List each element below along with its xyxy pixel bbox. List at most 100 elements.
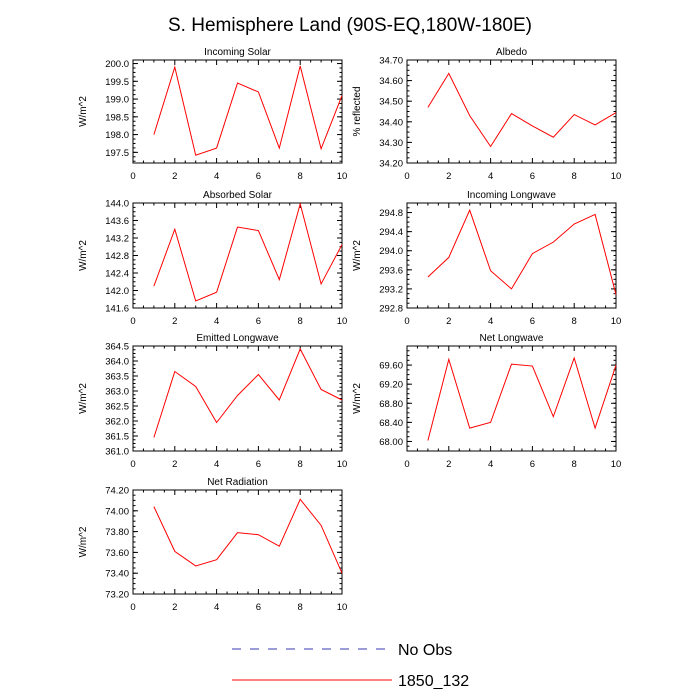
y-tick-label: 142.0: [105, 286, 129, 297]
figure-title: S. Hemisphere Land (90S-EQ,180W-180E): [168, 15, 532, 36]
y-tick-label: 34.50: [379, 97, 403, 108]
y-tick-label: 143.2: [105, 234, 129, 245]
y-tick-label: 73.80: [105, 527, 129, 538]
series-line: [153, 347, 343, 438]
x-tick-label: 8: [298, 602, 303, 613]
y-axis-label: W/m^2: [78, 96, 89, 127]
y-tick-label: 363.0: [105, 387, 129, 398]
x-tick-label: 10: [337, 316, 348, 327]
x-tick-label: 6: [256, 316, 261, 327]
series-line: [153, 65, 343, 156]
y-tick-label: 199.0: [105, 95, 129, 106]
y-tick-label: 294.8: [379, 208, 403, 219]
x-tick-label: 0: [130, 459, 135, 470]
panel-title: Net Radiation: [207, 477, 268, 488]
y-tick-label: 364.0: [105, 357, 129, 368]
x-tick-label: 4: [214, 171, 219, 182]
y-tick-label: 143.6: [105, 216, 129, 227]
y-tick-label: 199.5: [105, 77, 129, 88]
y-axis-label: % reflected: [352, 86, 363, 136]
series-line: [153, 498, 343, 574]
x-tick-label: 10: [337, 171, 348, 182]
y-axis-label: W/m^2: [78, 526, 89, 557]
panel-frame: [132, 345, 343, 452]
x-tick-label: 4: [214, 316, 219, 327]
series-line: [427, 72, 617, 148]
y-tick-label: 34.30: [379, 138, 403, 149]
y-tick-label: 362.5: [105, 402, 129, 413]
series-line: [427, 208, 617, 295]
panel-7: Net Radiation W/m^2 0 2 4 6 8 10 73.20 73.40 73.60…: [78, 477, 347, 613]
x-tick-label: 0: [404, 316, 409, 327]
panel-title: Incoming Solar: [204, 47, 271, 58]
x-tick-label: 0: [130, 602, 135, 613]
panels: Incoming Solar W/m^2 0 2 4 6 8 10 197.5 198.0 198.…: [78, 47, 621, 613]
y-tick-label: 293.2: [379, 284, 403, 295]
y-tick-label: 74.00: [105, 506, 129, 517]
x-tick-label: 4: [488, 171, 493, 182]
panel-frame: [132, 202, 343, 309]
x-tick-label: 2: [446, 459, 451, 470]
x-tick-label: 4: [214, 459, 219, 470]
x-tick-label: 10: [337, 602, 348, 613]
x-tick-label: 0: [404, 459, 409, 470]
y-tick-label: 141.6: [105, 304, 129, 315]
y-axis-label: W/m^2: [352, 240, 363, 271]
x-tick-label: 2: [172, 316, 177, 327]
y-tick-label: 292.8: [379, 304, 403, 315]
x-tick-label: 8: [298, 459, 303, 470]
y-tick-label: 197.5: [105, 148, 129, 159]
legend-label-1850-132: 1850_132: [398, 673, 469, 690]
y-tick-label: 364.5: [105, 342, 129, 353]
x-tick-label: 6: [530, 459, 535, 470]
y-tick-label: 74.20: [105, 486, 129, 497]
x-tick-label: 10: [337, 459, 348, 470]
y-tick-label: 142.8: [105, 251, 129, 262]
x-tick-label: 10: [611, 316, 622, 327]
y-tick-label: 362.0: [105, 417, 129, 428]
panel-title: Incoming Longwave: [467, 190, 556, 201]
x-tick-label: 6: [256, 602, 261, 613]
y-tick-label: 68.00: [379, 437, 403, 448]
y-tick-label: 34.20: [379, 159, 403, 170]
panel-3: Absorbed Solar W/m^2 0 2 4 6 8 10 141.6 142.0 142.…: [78, 190, 347, 327]
panel-6: Net Longwave W/m^2 0 2 4 6 8 10 68.00 68.40 68.80 6…: [352, 333, 621, 470]
x-tick-label: 6: [256, 171, 261, 182]
y-tick-label: 73.40: [105, 569, 129, 580]
panel-2: Albedo % reflected 0 2 4 6 8 10 34.20 34.30 34.40 3…: [352, 47, 621, 182]
x-tick-label: 4: [488, 316, 493, 327]
y-tick-label: 144.0: [105, 199, 129, 210]
y-tick-label: 73.60: [105, 548, 129, 559]
x-tick-label: 8: [298, 171, 303, 182]
x-tick-label: 4: [214, 602, 219, 613]
y-axis-label: W/m^2: [78, 240, 89, 271]
x-tick-label: 0: [130, 171, 135, 182]
panel-4: Incoming Longwave W/m^2 0 2 4 6 8 10 292.8 293.2 2…: [352, 190, 621, 327]
y-tick-label: 34.40: [379, 117, 403, 128]
y-tick-label: 294.4: [379, 227, 403, 238]
panel-5: Emitted Longwave W/m^2 0 2 4 6 8 10 361.0 361.5 36…: [78, 333, 347, 470]
panel-title: Absorbed Solar: [203, 190, 273, 201]
series-line: [427, 356, 617, 441]
panel-title: Emitted Longwave: [196, 333, 279, 344]
legend: No Obs 1850_132: [232, 642, 469, 690]
y-tick-label: 69.20: [379, 380, 403, 391]
panel-title: Net Longwave: [480, 333, 544, 344]
x-tick-label: 10: [611, 459, 622, 470]
panel-1: Incoming Solar W/m^2 0 2 4 6 8 10 197.5 198.0 198.…: [78, 47, 347, 182]
x-tick-label: 6: [530, 171, 535, 182]
x-tick-label: 2: [172, 459, 177, 470]
panel-frame: [132, 489, 343, 595]
y-tick-label: 361.5: [105, 432, 129, 443]
x-tick-label: 0: [404, 171, 409, 182]
panel-title: Albedo: [496, 47, 528, 58]
y-tick-label: 68.40: [379, 418, 403, 429]
x-tick-label: 8: [572, 459, 577, 470]
x-tick-label: 2: [446, 171, 451, 182]
x-tick-label: 8: [572, 316, 577, 327]
legend-label-no-obs: No Obs: [398, 642, 452, 659]
panel-frame: [132, 59, 343, 164]
y-tick-label: 198.0: [105, 130, 129, 141]
x-tick-label: 2: [172, 171, 177, 182]
